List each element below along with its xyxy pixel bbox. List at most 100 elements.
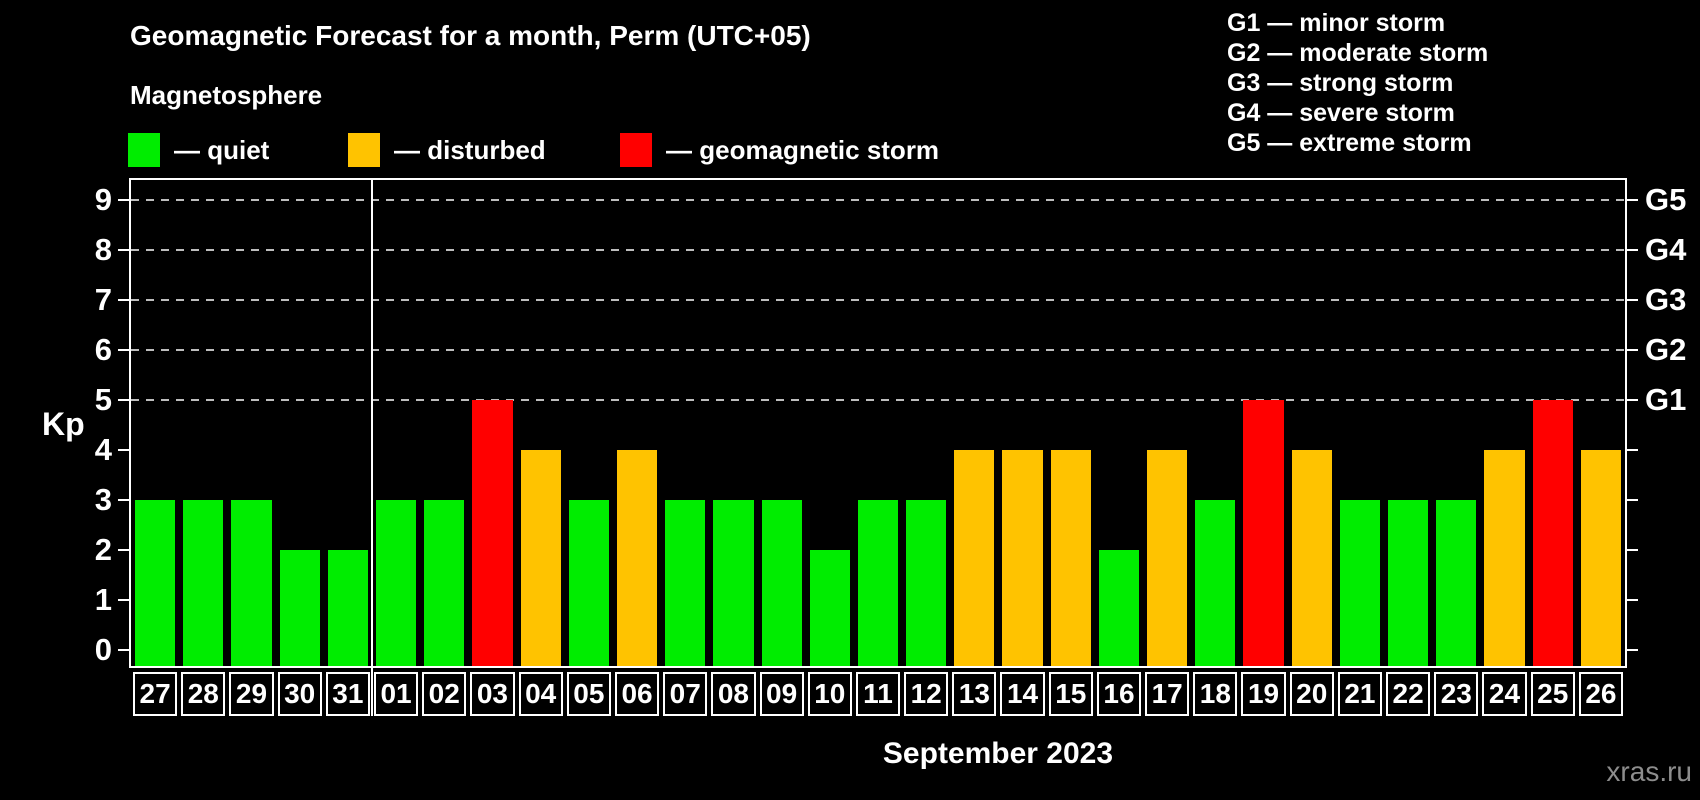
y-axis-tick-left-8 bbox=[118, 249, 129, 251]
g-axis-label-g2: G2 bbox=[1645, 332, 1687, 367]
kp-bar-day-17 bbox=[1147, 450, 1188, 666]
y-axis-tick-left-9 bbox=[118, 199, 129, 201]
day-label-04: 04 bbox=[518, 672, 563, 716]
y-axis-tick-label-4: 4 bbox=[94, 432, 112, 467]
kp-bar-day-19 bbox=[1243, 400, 1284, 666]
day-label-22: 22 bbox=[1386, 672, 1431, 716]
g-scale-legend: G1 — minor storm G2 — moderate storm G3 … bbox=[1227, 8, 1488, 158]
day-label-12: 12 bbox=[904, 672, 949, 716]
y-axis-tick-label-9: 9 bbox=[94, 182, 112, 217]
kp-bar-day-20 bbox=[1291, 450, 1332, 666]
day-label-27: 27 bbox=[133, 672, 178, 716]
y-axis-tick-left-2 bbox=[118, 549, 129, 551]
y-axis-tick-label-8: 8 bbox=[94, 232, 112, 267]
quiet-swatch bbox=[128, 133, 160, 167]
kp-bar-day-12 bbox=[906, 500, 947, 666]
kp-bar-day-02 bbox=[424, 500, 465, 666]
y-axis-tick-right-8 bbox=[1627, 249, 1638, 251]
y-axis-tick-left-4 bbox=[118, 449, 129, 451]
kp-bar-day-05 bbox=[568, 500, 609, 666]
plot-frame bbox=[129, 178, 1627, 668]
gridline-kp-6 bbox=[131, 349, 1625, 351]
y-axis-tick-label-5: 5 bbox=[94, 382, 112, 417]
magnetosphere-subtitle: Magnetosphere bbox=[130, 80, 323, 110]
kp-bar-day-25 bbox=[1532, 400, 1573, 666]
kp-bar-day-13 bbox=[954, 450, 995, 666]
y-axis-tick-label-3: 3 bbox=[94, 482, 112, 517]
day-label-24: 24 bbox=[1482, 672, 1527, 716]
kp-bar-day-04 bbox=[520, 450, 561, 666]
y-axis-tick-right-7 bbox=[1627, 299, 1638, 301]
day-label-25: 25 bbox=[1530, 672, 1575, 716]
kp-bar-day-31 bbox=[327, 550, 368, 666]
g-legend-line-g3: G3 — strong storm bbox=[1227, 69, 1454, 97]
kp-bar-day-18 bbox=[1195, 500, 1236, 666]
kp-bar-day-28 bbox=[183, 500, 224, 666]
g-axis-label-g1: G1 bbox=[1645, 382, 1687, 417]
g-axis-label-g3: G3 bbox=[1645, 282, 1687, 317]
kp-bar-day-26 bbox=[1580, 450, 1621, 666]
kp-bar-day-09 bbox=[761, 500, 802, 666]
gridline-kp-8 bbox=[131, 249, 1625, 251]
y-axis-tick-right-5 bbox=[1627, 399, 1638, 401]
legend-item-quiet: — quiet bbox=[174, 135, 270, 165]
kp-bar-day-06 bbox=[616, 450, 658, 666]
y-axis-tick-right-6 bbox=[1627, 349, 1638, 351]
day-label-07: 07 bbox=[663, 672, 708, 716]
day-label-03: 03 bbox=[470, 672, 515, 716]
kp-bar-day-30 bbox=[279, 550, 320, 666]
kp-bar-day-16 bbox=[1098, 550, 1140, 666]
day-label-11: 11 bbox=[855, 672, 901, 716]
kp-bar-day-07 bbox=[665, 500, 706, 666]
y-axis-tick-right-4 bbox=[1627, 449, 1638, 451]
day-label-14: 14 bbox=[1000, 672, 1045, 716]
y-axis-tick-right-1 bbox=[1627, 599, 1638, 601]
y-axis-tick-left-6 bbox=[118, 349, 129, 351]
y-axis-tick-left-3 bbox=[118, 499, 129, 501]
gridline-kp-7 bbox=[131, 299, 1625, 301]
g-legend-line-g5: G5 — extreme storm bbox=[1227, 129, 1472, 157]
day-label-31: 31 bbox=[325, 672, 370, 716]
y-axis-tick-label-0: 0 bbox=[94, 632, 112, 667]
day-label-16: 16 bbox=[1096, 672, 1142, 716]
day-label-06: 06 bbox=[614, 672, 660, 716]
y-axis-tick-left-5 bbox=[118, 399, 129, 401]
gridline-kp-9 bbox=[131, 199, 1625, 201]
y-axis-tick-label-2: 2 bbox=[94, 532, 112, 567]
day-label-09: 09 bbox=[759, 672, 804, 716]
page-title: Geomagnetic Forecast for a month, Perm (… bbox=[130, 20, 811, 51]
day-label-05: 05 bbox=[566, 672, 611, 716]
day-label-26: 26 bbox=[1578, 672, 1623, 716]
g-legend-line-g2: G2 — moderate storm bbox=[1227, 39, 1489, 67]
day-label-19: 19 bbox=[1241, 672, 1286, 716]
y-axis-tick-left-1 bbox=[118, 599, 129, 601]
kp-bar-day-15 bbox=[1050, 450, 1091, 666]
kp-bar-day-27 bbox=[135, 500, 176, 666]
day-label-02: 02 bbox=[422, 672, 467, 716]
day-label-21: 21 bbox=[1337, 672, 1383, 716]
storm-swatch bbox=[620, 133, 652, 167]
day-label-20: 20 bbox=[1289, 672, 1334, 716]
y-axis-tick-left-0 bbox=[118, 649, 129, 651]
day-label-01: 01 bbox=[373, 672, 419, 716]
y-axis-tick-label-6: 6 bbox=[94, 332, 112, 367]
g-axis-label-g4: G4 bbox=[1645, 232, 1687, 267]
month-separator-line bbox=[370, 180, 373, 716]
kp-bar-day-23 bbox=[1436, 500, 1477, 666]
y-axis-tick-right-9 bbox=[1627, 199, 1638, 201]
day-label-13: 13 bbox=[952, 672, 997, 716]
day-label-30: 30 bbox=[277, 672, 322, 716]
g-axis-label-g5: G5 bbox=[1645, 182, 1687, 217]
y-axis-tick-label-1: 1 bbox=[94, 582, 112, 617]
kp-bar-day-14 bbox=[1002, 450, 1043, 666]
g-legend-line-g4: G4 — severe storm bbox=[1227, 99, 1455, 127]
disturbed-swatch bbox=[348, 133, 380, 167]
day-label-08: 08 bbox=[711, 672, 756, 716]
day-label-15: 15 bbox=[1048, 672, 1093, 716]
y-axis-tick-right-3 bbox=[1627, 499, 1638, 501]
month-caption: September 2023 bbox=[882, 737, 1114, 770]
kp-bar-day-01 bbox=[375, 500, 417, 666]
kp-bar-day-03 bbox=[472, 400, 513, 666]
day-label-10: 10 bbox=[807, 672, 852, 716]
